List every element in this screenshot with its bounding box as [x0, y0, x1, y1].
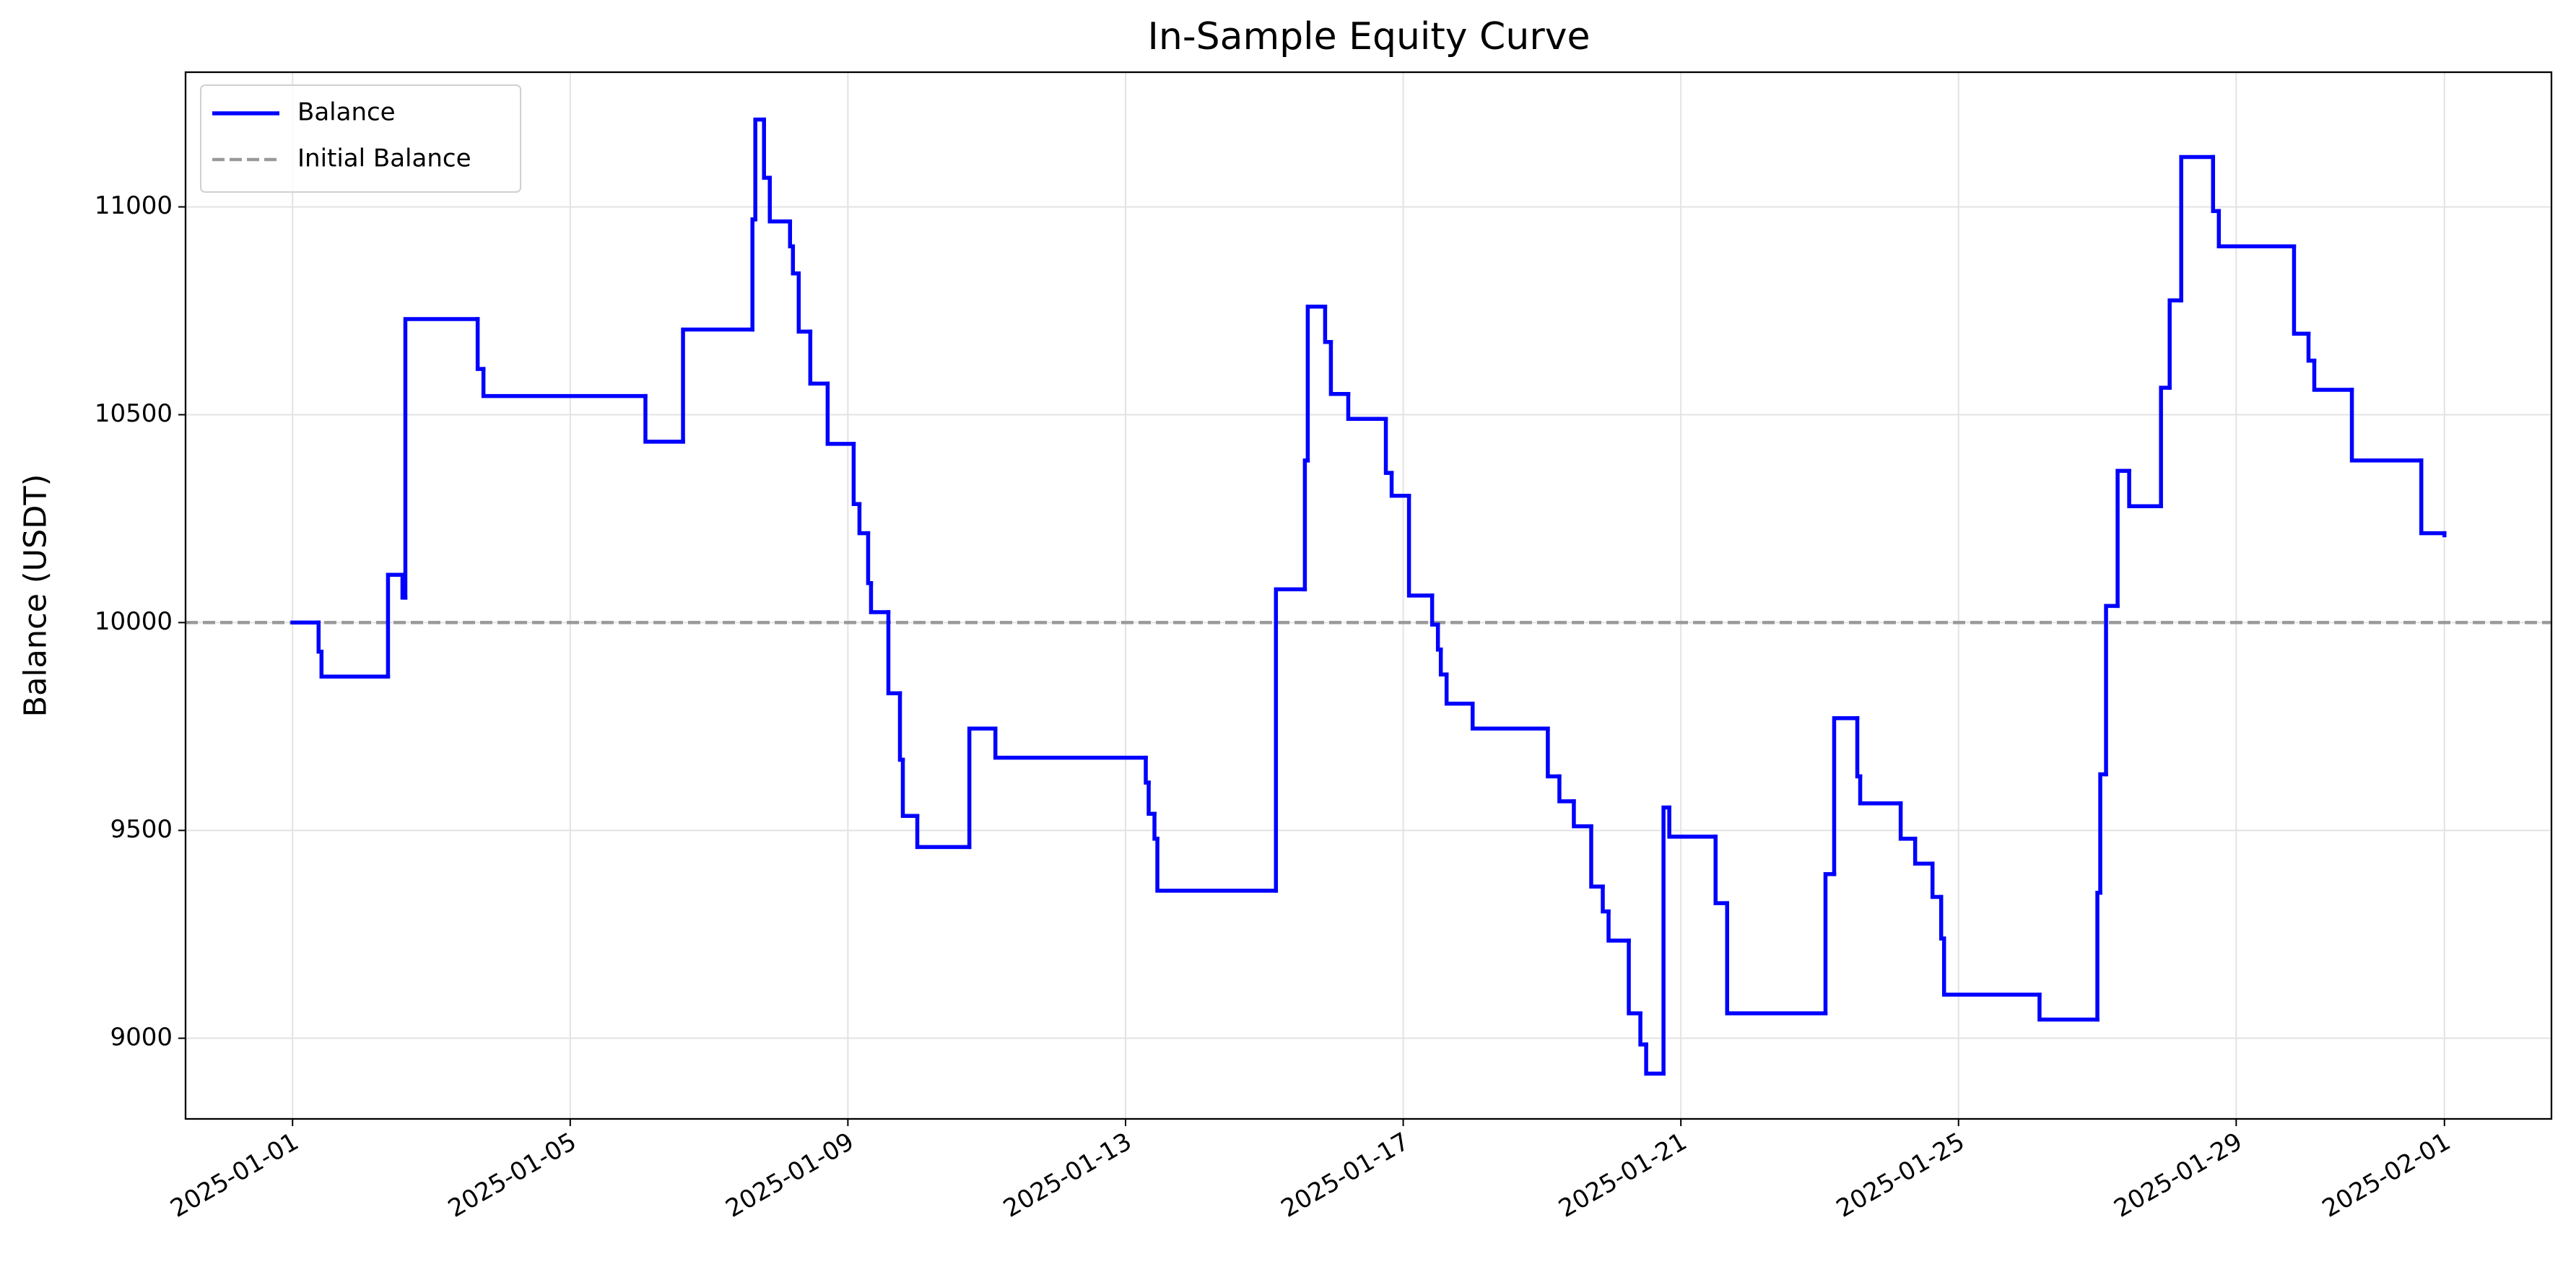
step-segment: [2115, 468, 2131, 609]
step-segment: [2037, 993, 2099, 1022]
step-segment: [1606, 909, 1631, 943]
step-segment: [2216, 209, 2297, 249]
step-segment: [2179, 154, 2216, 302]
step-segment: [1589, 824, 1605, 889]
step-segment: [2167, 298, 2183, 390]
step-segment: [2419, 458, 2447, 536]
step-segment: [1667, 805, 1718, 839]
step-segment: [1644, 1042, 1666, 1076]
step-segment: [915, 814, 972, 850]
chart-title: In-Sample Equity Curve: [1148, 15, 1591, 58]
step-segment: [967, 726, 998, 850]
step-segment: [1346, 391, 1388, 422]
step-segment: [1930, 861, 1944, 899]
step-segment: [767, 175, 793, 224]
step-segment: [825, 381, 856, 446]
step-segment: [1898, 801, 1918, 841]
y-tick-label: 10500: [95, 399, 173, 428]
step-segment: [1725, 901, 1828, 1016]
step-segment: [2159, 385, 2172, 508]
y-tick-label: 9500: [110, 815, 173, 844]
y-axis-label: Balance (USDT): [18, 474, 54, 718]
legend-label: Balance: [297, 98, 396, 127]
step-segment: [1546, 726, 1562, 779]
y-tick-label: 11000: [95, 191, 173, 220]
step-segment: [2104, 603, 2120, 777]
step-segment: [1406, 494, 1435, 598]
step-segment: [1470, 701, 1550, 731]
step-segment: [643, 393, 685, 444]
step-segment: [1832, 716, 1860, 876]
step-segment: [808, 329, 830, 386]
step-segment: [681, 327, 754, 444]
legend-label: Initial Balance: [297, 144, 471, 173]
step-segment: [869, 580, 891, 614]
step-segment: [993, 726, 1148, 760]
step-segment: [386, 572, 405, 679]
y-tick-label: 10000: [95, 607, 173, 636]
step-segment: [1274, 587, 1307, 893]
step-segment: [753, 117, 766, 222]
step-segment: [2349, 388, 2424, 463]
step-segment: [1713, 834, 1730, 905]
step-segment: [857, 502, 871, 536]
step-segment: [1627, 938, 1642, 1016]
step-segment: [1155, 837, 1279, 893]
step-segment: [1389, 471, 1411, 498]
step-segment: [2127, 468, 2163, 508]
step-segment: [1444, 672, 1475, 706]
step-segment: [1328, 339, 1351, 396]
step-segment: [2312, 358, 2354, 392]
y-tick-label: 9000: [110, 1023, 173, 1052]
step-segment: [1572, 799, 1593, 829]
step-segment: [319, 649, 391, 679]
step-segment: [1913, 837, 1935, 866]
step-segment: [1557, 774, 1576, 803]
step-segment: [481, 367, 648, 398]
legend-box: [200, 84, 521, 193]
step-segment: [1305, 305, 1328, 463]
step-segment: [900, 757, 920, 818]
plot-frame: [184, 71, 2553, 1120]
step-segment: [886, 610, 902, 696]
step-segment: [2292, 244, 2311, 336]
step-segment: [1941, 936, 2042, 997]
step-segment: [403, 317, 480, 600]
step-segment: [1823, 872, 1837, 1016]
step-segment: [1858, 774, 1903, 806]
step-segment: [796, 271, 813, 334]
series-line: [290, 117, 2447, 1076]
